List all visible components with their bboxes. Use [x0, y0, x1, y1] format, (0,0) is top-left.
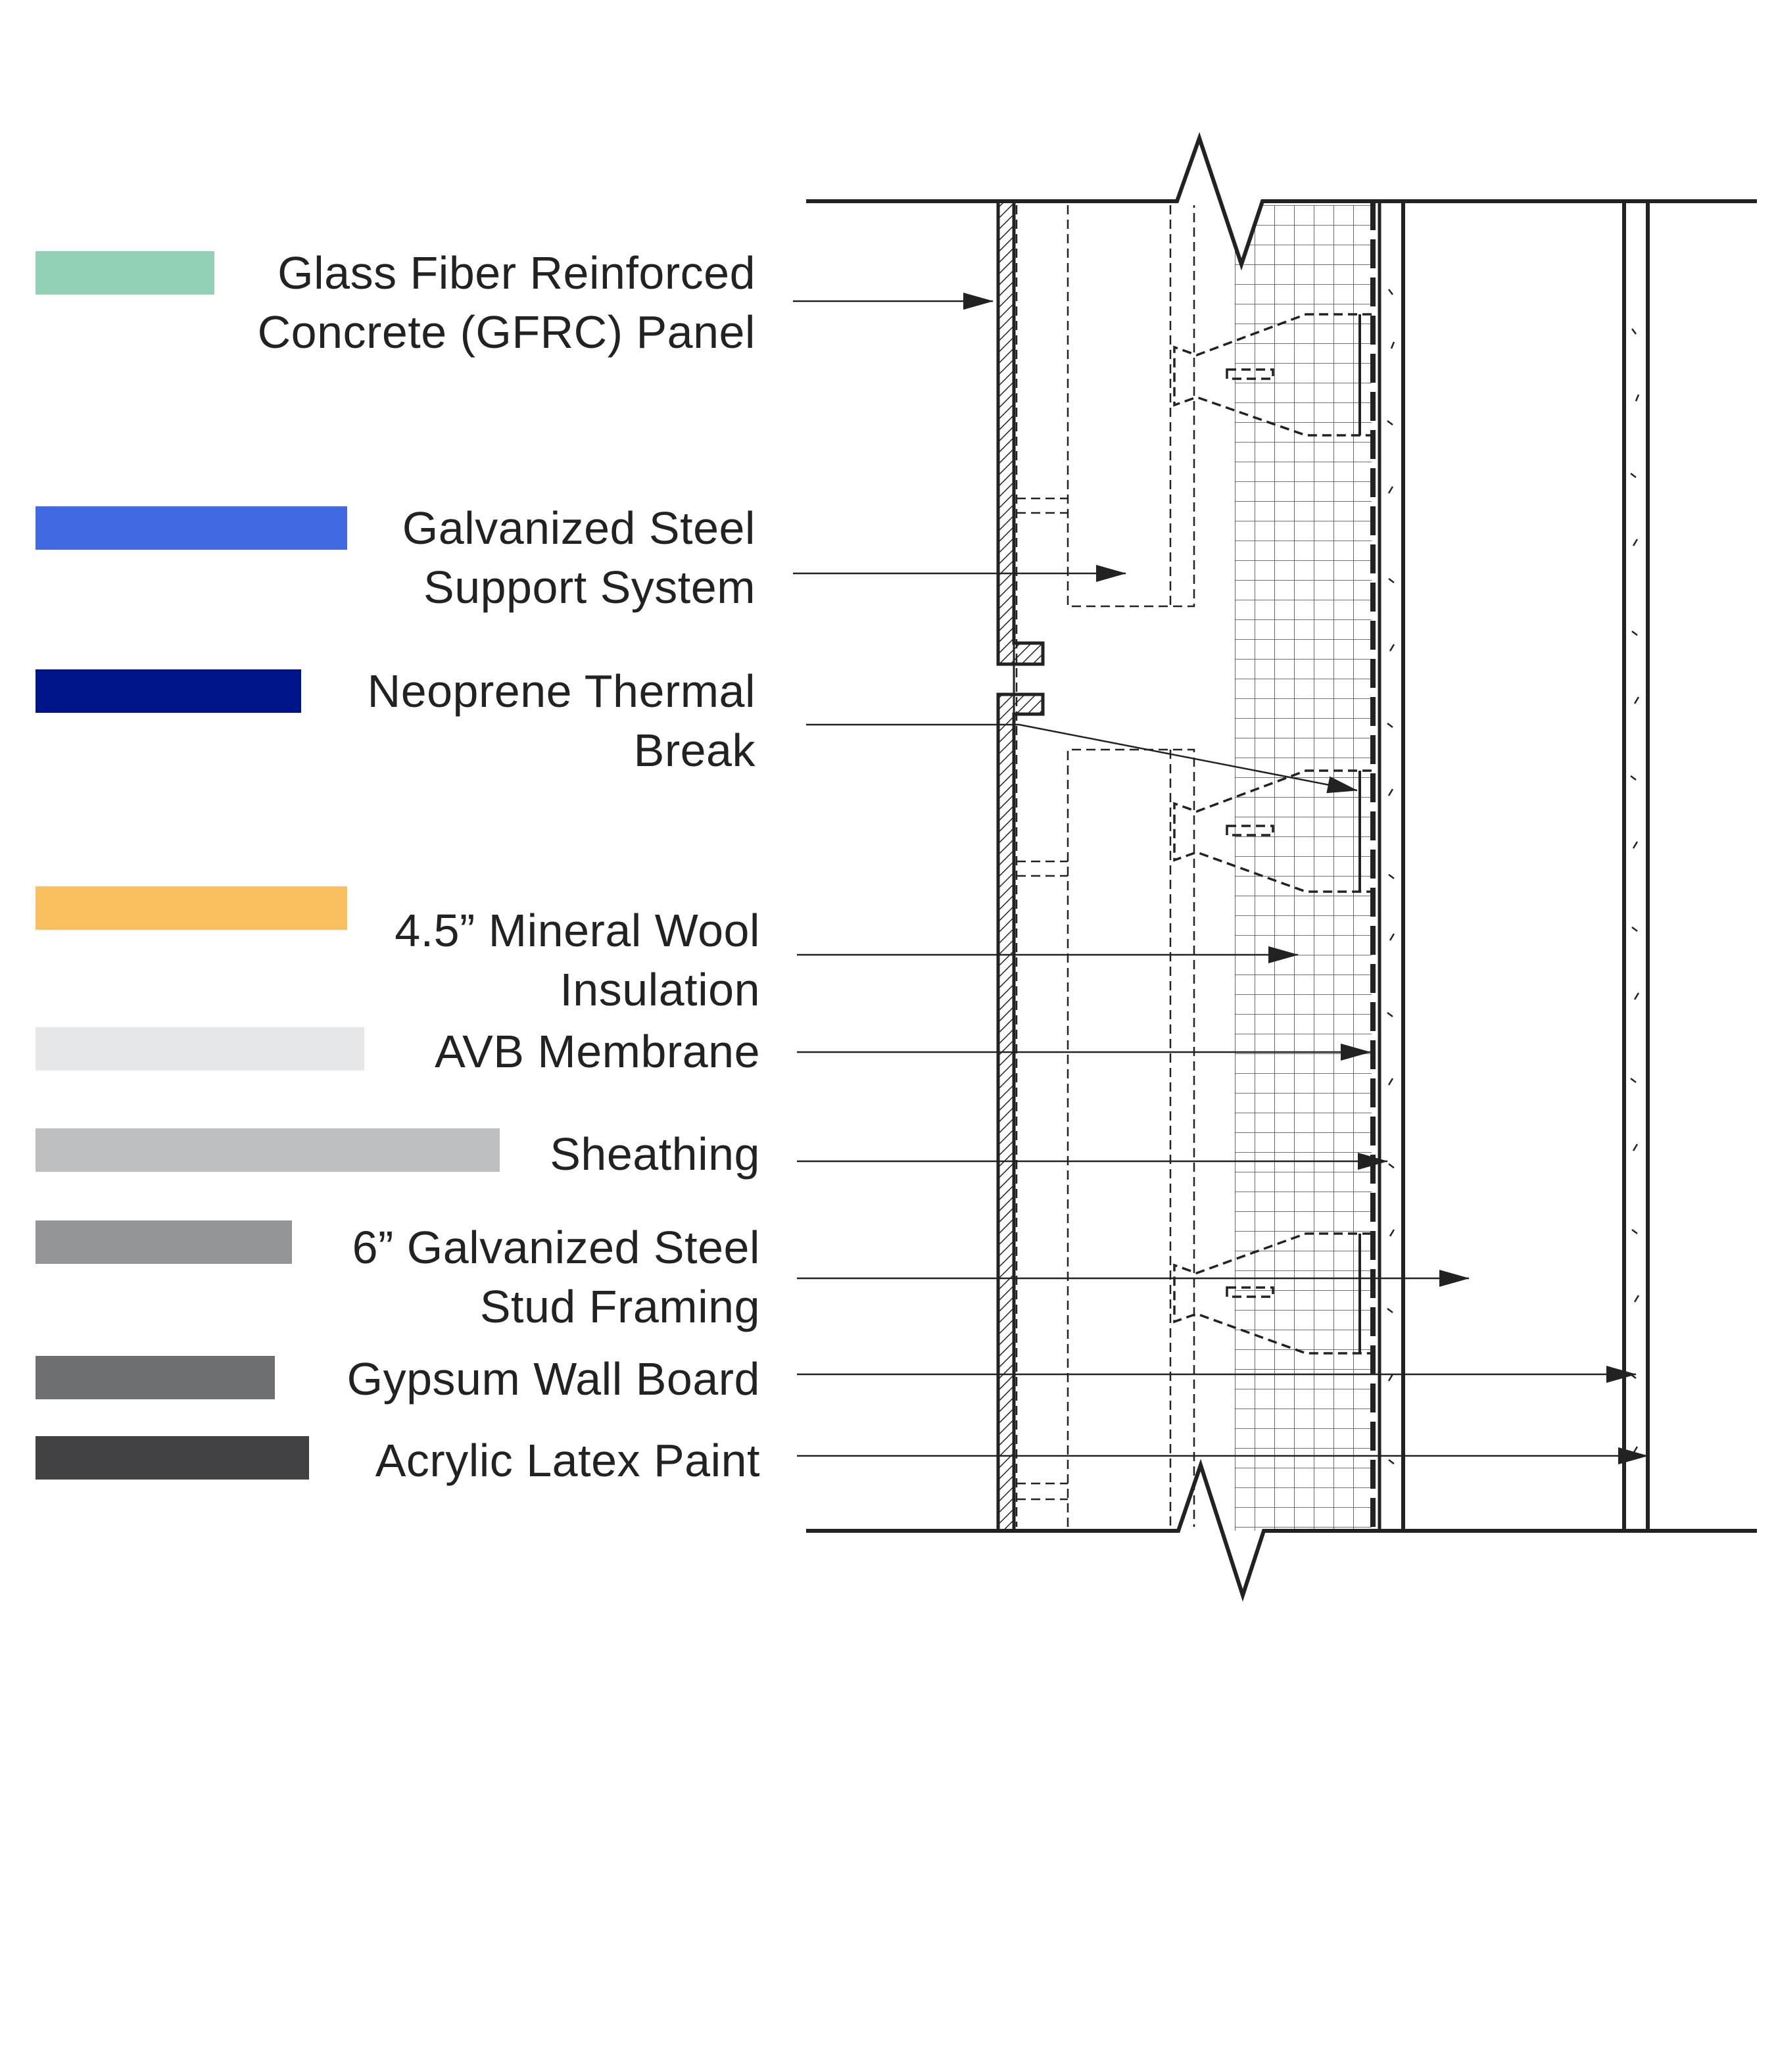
legend-swatch-steel-support [36, 506, 347, 550]
legend-label-avb: AVB Membrane [435, 1022, 760, 1081]
steel-support-system [1015, 205, 1195, 1527]
legend-label-gfrc: Glass Fiber Reinforced Concrete (GFRC) P… [258, 243, 756, 362]
legend-label-line: Support System [423, 562, 756, 613]
legend-label-steel-support: Galvanized Steel Support System [402, 498, 756, 617]
legend-swatch-paint [36, 1436, 309, 1480]
legend-label-line: AVB Membrane [435, 1026, 760, 1077]
sheathing-layer [1378, 201, 1405, 1531]
legend-swatch-avb [36, 1027, 364, 1071]
legend-label-gypsum: Gypsum Wall Board [347, 1349, 760, 1409]
legend-label-line: Stud Framing [479, 1281, 760, 1332]
gypsum-wall-board-layer [1622, 201, 1650, 1531]
legend-label-line: 4.5” Mineral Wool [395, 905, 760, 956]
legend-swatch-stud-framing [36, 1220, 292, 1264]
legend-label-paint: Acrylic Latex Paint [375, 1431, 760, 1490]
legend-label-line: Gypsum Wall Board [347, 1353, 760, 1405]
gfrc-panel-upper [996, 199, 1045, 666]
legend-label-neoprene: Neoprene Thermal Break [368, 662, 756, 780]
legend-label-line: Acrylic Latex Paint [375, 1435, 760, 1486]
legend-swatch-gypsum [36, 1356, 275, 1399]
legend-swatch-neoprene [36, 669, 301, 713]
legend-label-line: Neoprene Thermal [367, 665, 756, 717]
legend-label-line: 6” Galvanized Steel [352, 1222, 760, 1273]
support-clips [1173, 313, 1372, 1355]
legend-label-stud-framing: 6” Galvanized Steel Stud Framing [352, 1218, 760, 1336]
leader-neoprene [806, 723, 1358, 794]
legend-label-line: Sheathing [550, 1128, 760, 1180]
legend-label-mineral-wool: 4.5” Mineral Wool Insulation [395, 901, 760, 1019]
legend-label-line: Break [633, 725, 756, 776]
legend-label-sheathing: Sheathing [550, 1124, 760, 1184]
legend-label-line: Galvanized Steel [402, 502, 756, 554]
leader-lines [793, 293, 1648, 1464]
section-boundaries [806, 132, 1757, 1602]
legend-swatch-gfrc [36, 251, 214, 295]
legend-label-line: Insulation [560, 964, 760, 1015]
legend-label-line: Concrete (GFRC) Panel [257, 306, 756, 358]
gfrc-panel-lower [996, 692, 1045, 1533]
legend-swatch-mineral-wool [36, 886, 347, 930]
legend-swatch-sheathing [36, 1128, 500, 1172]
legend-label-line: Glass Fiber Reinforced [277, 247, 756, 299]
mineral-wool-layer [1235, 205, 1372, 1531]
